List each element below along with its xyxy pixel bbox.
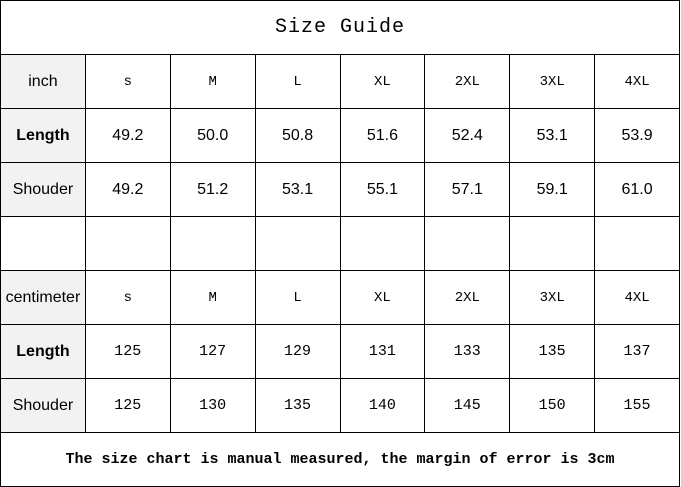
measurement-cell: 125 <box>84 378 171 433</box>
measurement-cell: 49.2 <box>84 162 171 217</box>
measurement-cell: 127 <box>169 324 256 379</box>
measurement-cell: 49.2 <box>84 108 171 163</box>
size-header: XL <box>339 54 426 109</box>
empty-cell <box>169 216 256 271</box>
measurement-cell: 52.4 <box>424 108 511 163</box>
measurement-cell: 53.1 <box>509 108 596 163</box>
row-label: Shouder <box>0 162 86 217</box>
size-header: M <box>169 54 256 109</box>
table-row: Shouder 49.2 51.2 53.1 55.1 57.1 59.1 61.0 <box>0 162 680 217</box>
measurement-cell: 57.1 <box>424 162 511 217</box>
unit-label: centimeter <box>0 270 86 325</box>
row-label: Length <box>0 324 86 379</box>
size-header: L <box>254 54 341 109</box>
size-header: 2XL <box>424 54 511 109</box>
measurement-cell: 55.1 <box>339 162 426 217</box>
measurement-cell: 133 <box>424 324 511 379</box>
table-row: Length 125 127 129 131 133 135 137 <box>0 324 680 379</box>
measurement-cell: 130 <box>169 378 256 433</box>
size-header: M <box>169 270 256 325</box>
measurement-cell: 51.2 <box>169 162 256 217</box>
empty-cell <box>84 216 171 271</box>
measurement-cell: 145 <box>424 378 511 433</box>
table-row: Length 49.2 50.0 50.8 51.6 52.4 53.1 53.9 <box>0 108 680 163</box>
empty-cell <box>0 216 86 271</box>
size-header: s <box>84 54 171 109</box>
size-header: XL <box>339 270 426 325</box>
footer-row: The size chart is manual measured, the m… <box>0 432 680 487</box>
table-title: Size Guide <box>0 0 680 55</box>
title-row: Size Guide <box>0 0 680 55</box>
size-header: 3XL <box>509 54 596 109</box>
measurement-cell: 53.9 <box>594 108 680 163</box>
size-header: s <box>84 270 171 325</box>
inch-header-row: inch s M L XL 2XL 3XL 4XL <box>0 54 680 109</box>
measurement-cell: 150 <box>509 378 596 433</box>
measurement-cell: 135 <box>254 378 341 433</box>
size-header: 4XL <box>594 270 680 325</box>
spacer-row <box>0 216 680 271</box>
empty-cell <box>424 216 511 271</box>
measurement-cell: 61.0 <box>594 162 680 217</box>
empty-cell <box>254 216 341 271</box>
measurement-cell: 50.8 <box>254 108 341 163</box>
size-header: L <box>254 270 341 325</box>
row-label: Length <box>0 108 86 163</box>
measurement-cell: 59.1 <box>509 162 596 217</box>
size-header: 2XL <box>424 270 511 325</box>
measurement-cell: 125 <box>84 324 171 379</box>
measurement-cell: 155 <box>594 378 680 433</box>
measurement-cell: 135 <box>509 324 596 379</box>
table-row: Shouder 125 130 135 140 145 150 155 <box>0 378 680 433</box>
measurement-cell: 129 <box>254 324 341 379</box>
measurement-cell: 140 <box>339 378 426 433</box>
empty-cell <box>509 216 596 271</box>
measurement-cell: 131 <box>339 324 426 379</box>
measurement-cell: 51.6 <box>339 108 426 163</box>
empty-cell <box>339 216 426 271</box>
measurement-cell: 50.0 <box>169 108 256 163</box>
row-label: Shouder <box>0 378 86 433</box>
size-header: 4XL <box>594 54 680 109</box>
footer-note: The size chart is manual measured, the m… <box>0 432 680 487</box>
measurement-cell: 53.1 <box>254 162 341 217</box>
unit-label: inch <box>0 54 86 109</box>
centimeter-header-row: centimeter s M L XL 2XL 3XL 4XL <box>0 270 680 325</box>
size-header: 3XL <box>509 270 596 325</box>
empty-cell <box>594 216 680 271</box>
measurement-cell: 137 <box>594 324 680 379</box>
